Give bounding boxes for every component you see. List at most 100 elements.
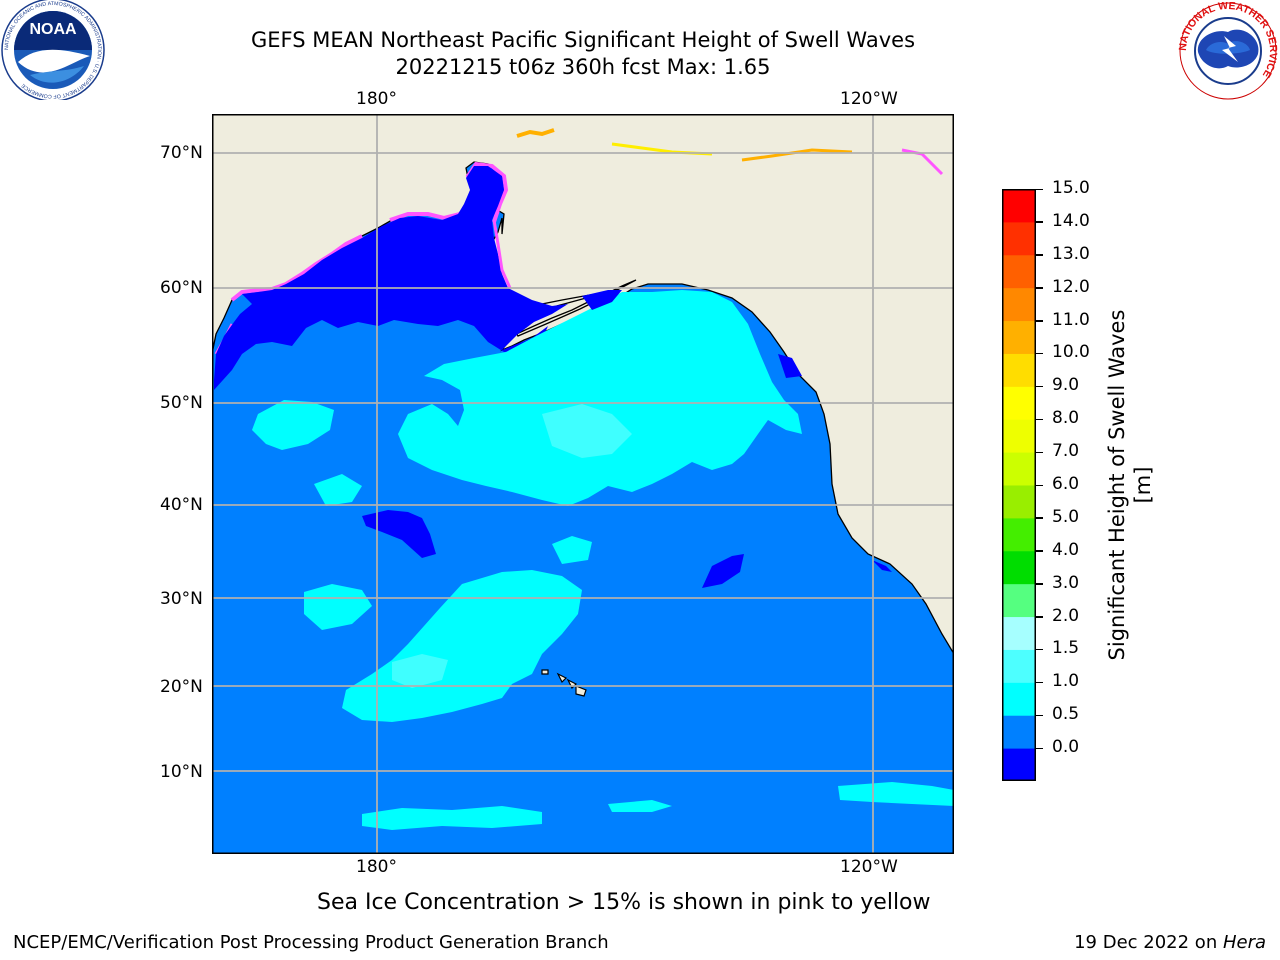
map-gridlines	[212, 114, 954, 854]
colorbar-segment	[1002, 189, 1036, 223]
colorbar-tick-label: 0.5	[1052, 704, 1080, 725]
colorbar-tick-label: 13.0	[1052, 243, 1090, 264]
moderate-swell-zone	[252, 400, 334, 450]
colorbar-tick-mark	[1036, 221, 1043, 223]
lat-label: 70°N	[160, 143, 203, 163]
colorbar-segment	[1002, 748, 1036, 781]
footer-machine: Hera	[1222, 932, 1266, 953]
colorbar-tick-label: 10.0	[1052, 342, 1090, 363]
colorbar-segment	[1002, 452, 1036, 486]
low-swell-zone	[702, 554, 744, 588]
lon-label-top: 180°	[356, 89, 397, 109]
sea-ice-edge	[516, 128, 555, 138]
colorbar-tick-mark	[1036, 648, 1043, 651]
sea-ice-edge	[901, 148, 944, 176]
lat-label: 40°N	[160, 495, 203, 515]
low-swell-zone	[778, 354, 802, 378]
low-swell-zone	[872, 560, 892, 572]
colorbar-label: Significant Height of Swell Waves [m]	[1105, 309, 1155, 661]
colorbar-tick-mark	[1036, 188, 1043, 190]
colorbar-tick-mark	[1036, 484, 1043, 486]
lon-label-top: 120°W	[840, 89, 898, 109]
colorbar-segment	[1002, 320, 1036, 354]
colorbar-segment	[1002, 353, 1036, 387]
colorbar-segment	[1002, 649, 1036, 683]
colorbar-tick-label: 1.0	[1052, 671, 1080, 692]
colorbar-segment	[1002, 221, 1036, 256]
lat-label: 30°N	[160, 589, 203, 609]
colorbar-segment	[1002, 550, 1036, 585]
map-panel	[212, 114, 954, 854]
footer-date-text: 19 Dec 2022 on	[1074, 932, 1223, 953]
colorbar-segment	[1002, 682, 1036, 716]
colorbar-segment	[1002, 386, 1036, 420]
lat-label: 20°N	[160, 677, 203, 697]
moderate-swell-zone	[608, 800, 672, 812]
sea-ice-edge	[492, 219, 512, 289]
colorbar-tick-label: 6.0	[1052, 474, 1080, 494]
colorbar-tick-label: 7.0	[1052, 441, 1080, 462]
colorbar-tick-mark	[1036, 451, 1043, 454]
low-swell-zone	[582, 290, 622, 310]
colorbar-tick-mark	[1036, 616, 1043, 618]
low-swell-zone	[362, 510, 436, 558]
colorbar-tick-mark	[1036, 320, 1043, 322]
colorbar-tick-mark	[1036, 714, 1043, 717]
lat-label: 60°N	[160, 278, 203, 298]
colorbar-tick-label: 3.0	[1052, 572, 1080, 593]
map-title: GEFS MEAN Northeast Pacific Significant …	[250, 28, 916, 52]
svg-text:NOAA: NOAA	[29, 21, 77, 38]
moderate-swell-zone	[392, 654, 448, 688]
colorbar-tick-label: 14.0	[1052, 210, 1090, 231]
lon-label-bottom: 180°	[356, 857, 397, 877]
colorbar-segment	[1002, 254, 1036, 289]
colorbar-tick-label: 4.0	[1052, 539, 1080, 560]
colorbar-tick-label: 9.0	[1052, 375, 1080, 396]
lat-label: 50°N	[160, 393, 203, 413]
colorbar-segment	[1002, 485, 1036, 519]
colorbar-segment	[1002, 517, 1036, 552]
moderate-swell-zone	[398, 290, 802, 506]
moderate-swell-zone	[304, 584, 372, 630]
colorbar-segment	[1002, 616, 1036, 650]
colorbar-tick-mark	[1036, 287, 1043, 289]
colorbar-tick-mark	[1036, 681, 1043, 684]
footer-credit: NCEP/EMC/Verification Post Processing Pr…	[13, 932, 609, 953]
colorbar-tick-label: 5.0	[1052, 506, 1080, 527]
colorbar-tick-label: 11.0	[1052, 309, 1090, 330]
colorbar-tick-mark	[1036, 352, 1043, 355]
colorbar-tick-mark	[1036, 583, 1043, 585]
moderate-swell-zone	[362, 806, 542, 830]
colorbar	[1002, 189, 1036, 781]
colorbar-tick-mark	[1036, 747, 1043, 750]
low-swell-zone	[214, 166, 568, 390]
moderate-swell-zone	[542, 404, 632, 458]
colorbar-tick-label: 8.0	[1052, 408, 1080, 429]
map-subtitle: 20221215 t06z 360h fcst Max: 1.65	[395, 55, 771, 79]
colorbar-tick-mark	[1036, 385, 1043, 388]
colorbar-tick-label: 15.0	[1052, 178, 1090, 198]
colorbar-tick-mark	[1036, 418, 1043, 421]
nws-logo: NATIONAL WEATHER SERVICE	[1177, 2, 1279, 100]
noaa-logo: NOAA NATIONAL OCEANIC AND ATMOSPHERIC AD…	[1, 0, 105, 100]
colorbar-tick-mark	[1036, 517, 1043, 519]
colorbar-tick-label: 0.0	[1052, 737, 1080, 758]
moderate-swell-zone	[552, 536, 592, 564]
lat-label: 10°N	[160, 762, 203, 782]
sea-ice-edge	[230, 234, 363, 302]
colorbar-tick-mark	[1036, 254, 1043, 256]
colorbar-tick-label: 2.0	[1052, 605, 1080, 626]
colorbar-segment	[1002, 287, 1036, 322]
moderate-swell-zone	[314, 474, 362, 506]
colorbar-tick-mark	[1036, 550, 1043, 552]
footer-date: 19 Dec 2022 on Hera	[1074, 932, 1266, 953]
lon-label-bottom: 120°W	[840, 857, 898, 877]
sea-ice-caption: Sea Ice Concentration > 15% is shown in …	[317, 890, 931, 915]
colorbar-segment	[1002, 715, 1036, 749]
hawaii-islands	[541, 669, 587, 697]
colorbar-segment	[1002, 583, 1036, 618]
colorbar-segment	[1002, 419, 1036, 453]
colorbar-tick-label: 12.0	[1052, 276, 1090, 297]
moderate-swell-zone	[838, 782, 954, 806]
colorbar-tick-label: 1.5	[1052, 638, 1080, 659]
